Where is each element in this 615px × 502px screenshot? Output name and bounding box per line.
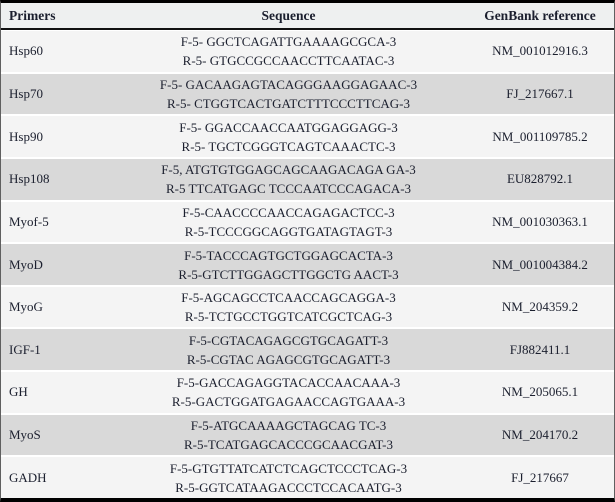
column-header-genbank: GenBank reference: [484, 7, 596, 23]
reverse-sequence: R-5- CTGGTCACTGATCTTTCCCTTCAG-3: [166, 95, 411, 111]
table-row: MyoG F-5-AGCAGCCTCAACCAGCAGGA-3 R-5-TCTGCC…: [1, 286, 614, 328]
genbank-reference: NM_204359.2: [501, 299, 579, 315]
sequence-cell: F-5-CGTACAGAGCGTGCAGATT-3 R-5-CGTAC AGAGC…: [111, 331, 466, 369]
sequence-cell: F-5-CAACCCCAACCAGAGACTCC-3 R-5-TCCCGGCAGG…: [111, 203, 466, 241]
table-row: GH F-5-GACCAGAGGTACACCAACAAA-3 R-5-GACTGGA…: [1, 372, 614, 413]
reverse-sequence: R-5-TCTGCCTGGTCATCGCTCAG-3: [184, 309, 393, 325]
table-row: GADH F-5-GTGTTATCATCTCAGCTCCCTCAG-3 R-5-GG…: [1, 457, 614, 499]
genbank-reference: NM_205065.1: [501, 384, 579, 400]
table-body: Hsp60 F-5- GGCTCAGATTGAAAAGCGCA-3 R-5- GTG…: [1, 30, 614, 499]
primer-name: Hsp70: [9, 85, 43, 101]
sequence-cell: F-5-GACCAGAGGTACACCAACAAA-3 R-5-GACTGGATG…: [111, 373, 466, 411]
genbank-reference: EU828792.1: [506, 171, 574, 187]
forward-sequence: F-5-CAACCCCAACCAGAGACTCC-3: [182, 204, 395, 220]
table-row: MyoD F-5-TACCCAGTGCTGGAGCACTA-3 R-5-GTCTTG…: [1, 244, 614, 285]
genbank-reference: NM_204170.2: [501, 427, 579, 443]
genbank-reference: NM_001012916.3: [492, 43, 588, 59]
primer-name: Hsp60: [9, 43, 43, 59]
genbank-reference: NM_001004384.2: [492, 256, 588, 272]
table-row: Hsp90 F-5- GGACCAACCAATGGAGGAGG-3 R-5- TGC…: [1, 116, 614, 157]
sequence-cell: F-5- GGCTCAGATTGAAAAGCGCA-3 R-5- GTGCCGCC…: [111, 32, 466, 70]
table-row: Myof-5 F-5-CAACCCCAACCAGAGACTCC-3 R-5-TCCC…: [1, 201, 614, 243]
table-row: Hsp108 F-5, ATGTGTGGAGCAGCAAGACAGA GA-3 R-…: [1, 158, 614, 200]
sequence-cell: F-5-TACCCAGTGCTGGAGCACTA-3 R-5-GTCTTGGAGC…: [111, 246, 466, 284]
reverse-sequence: R-5 TTCATGAGC TCCCAATCCCAGACA-3: [165, 181, 412, 197]
reverse-sequence: R-5-GTCTTGGAGCTTGGCTG AACT-3: [178, 266, 399, 282]
reverse-sequence: R-5-TCATGAGCACCCGCAACGAT-3: [184, 437, 393, 453]
sequence-cell: F-5-AGCAGCCTCAACCAGCAGGA-3 R-5-TCTGCCTGGT…: [111, 288, 466, 326]
forward-sequence: F-5-GACCAGAGGTACACCAACAAA-3: [176, 375, 401, 391]
genbank-reference: FJ882411.1: [509, 341, 571, 357]
forward-sequence: F-5-GTGTTATCATCTCAGCTCCCTCAG-3: [169, 460, 408, 476]
forward-sequence: F-5-ATGCAAAAGCTAGCAG TC-3: [190, 418, 387, 434]
table-row: Hsp70 F-5- GACAAGAGTACAGGGAAGGAGAAC-3 R-5-…: [1, 73, 614, 115]
table-header-row: Primers Sequence GenBank reference: [1, 3, 614, 30]
table-row: Hsp60 F-5- GGCTCAGATTGAAAAGCGCA-3 R-5- GTG…: [1, 31, 614, 72]
sequence-cell: F-5- GGACCAACCAATGGAGGAGG-3 R-5- TGCTCGGG…: [111, 118, 466, 156]
column-header-sequence: Sequence: [261, 7, 316, 23]
reverse-sequence: R-5- GTGCCGCCAACCTTCAATAC-3: [182, 53, 395, 69]
reverse-sequence: R-5-TCCCGGCAGGTGATAGTAGT-3: [184, 223, 393, 239]
genbank-reference: FJ_217667: [511, 469, 569, 485]
forward-sequence: F-5-TACCCAGTGCTGGAGCACTA-3: [184, 247, 393, 263]
sequence-cell: F-5- GACAAGAGTACAGGGAAGGAGAAC-3 R-5- CTGG…: [111, 75, 466, 113]
reverse-sequence: R-5- TGCTCGGGTCAGTCAAACTC-3: [181, 138, 396, 154]
genbank-reference: FJ_217667.1: [506, 85, 574, 101]
forward-sequence: F-5-CGTACAGAGCGTGCAGATT-3: [188, 332, 389, 348]
table-row: IGF-1 F-5-CGTACAGAGCGTGCAGATT-3 R-5-CGTAC …: [1, 329, 614, 371]
primer-name: GADH: [9, 469, 47, 485]
reverse-sequence: R-5-CGTAC AGAGCGTGCAGATT-3: [186, 351, 391, 367]
genbank-reference: NM_001109785.2: [492, 128, 588, 144]
primer-name: GH: [9, 384, 28, 400]
primer-name: Hsp90: [9, 128, 43, 144]
primer-name: MyoD: [9, 256, 43, 272]
sequence-cell: F-5, ATGTGTGGAGCAGCAAGACAGA GA-3 R-5 TTCA…: [111, 160, 466, 198]
column-header-primers: Primers: [9, 7, 56, 23]
forward-sequence: F-5- GGACCAACCAATGGAGGAGG-3: [179, 119, 398, 135]
forward-sequence: F-5- GGCTCAGATTGAAAAGCGCA-3: [180, 34, 397, 50]
primer-name: Hsp108: [9, 171, 50, 187]
reverse-sequence: R-5-GACTGGATGAGAACCAGTGAAA-3: [171, 394, 406, 410]
primer-name: IGF-1: [9, 341, 41, 357]
reverse-sequence: R-5-GGTCATAAGACCCTCCACAATG-3: [175, 479, 402, 495]
sequence-cell: F-5-GTGTTATCATCTCAGCTCCCTCAG-3 R-5-GGTCAT…: [111, 459, 466, 497]
table-row: MyoS F-5-ATGCAAAAGCTAGCAG TC-3 R-5-TCATGAG…: [1, 414, 614, 456]
sequence-cell: F-5-ATGCAAAAGCTAGCAG TC-3 R-5-TCATGAGCACC…: [111, 416, 466, 454]
primer-name: Myof-5: [9, 213, 49, 229]
primer-name: MyoS: [9, 427, 41, 443]
forward-sequence: F-5-AGCAGCCTCAACCAGCAGGA-3: [181, 290, 396, 306]
primer-name: MyoG: [9, 299, 43, 315]
forward-sequence: F-5, ATGTGTGGAGCAGCAAGACAGA GA-3: [161, 162, 416, 178]
forward-sequence: F-5- GACAAGAGTACAGGGAAGGAGAAC-3: [159, 76, 418, 92]
genbank-reference: NM_001030363.1: [492, 213, 588, 229]
